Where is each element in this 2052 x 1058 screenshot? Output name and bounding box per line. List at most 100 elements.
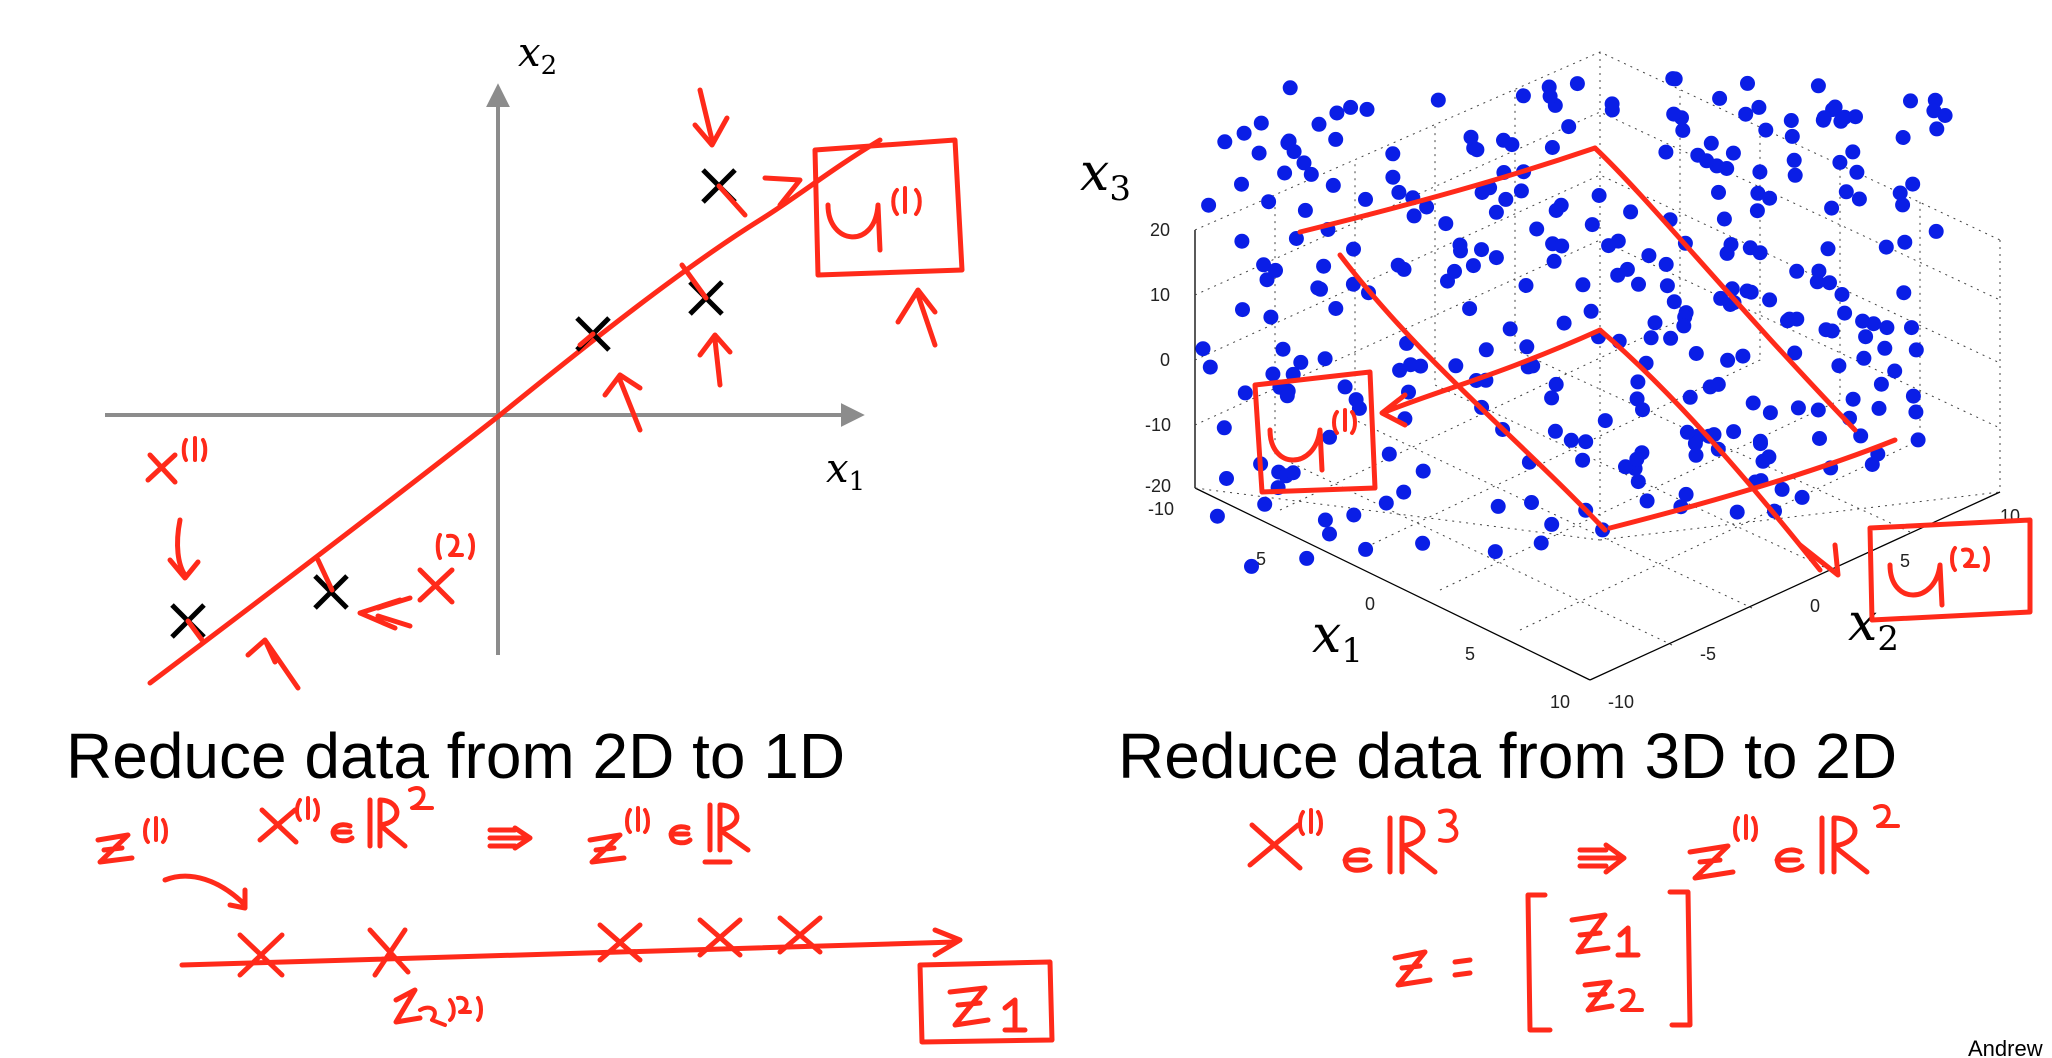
scatter-point <box>1487 544 1503 560</box>
scatter-point <box>1546 253 1562 269</box>
scatter-point <box>1618 459 1633 475</box>
scatter-point <box>1750 185 1766 201</box>
scatter-point <box>1630 374 1646 390</box>
scatter-point <box>1666 294 1682 310</box>
scatter-point <box>1790 400 1806 416</box>
scatter-point <box>1666 106 1682 122</box>
scatter-point <box>1465 258 1481 274</box>
author-footer: Andrew <box>1968 1036 2043 1058</box>
scatter-point <box>1713 290 1729 306</box>
scatter-point <box>1897 234 1913 250</box>
scatter-point <box>1832 154 1848 170</box>
scatter-point <box>1837 305 1853 321</box>
scatter-point <box>1201 197 1217 213</box>
z-tick: 20 <box>1150 220 1170 240</box>
scatter-point <box>1219 471 1234 486</box>
scatter-point <box>1583 303 1599 319</box>
scatter-point <box>1639 493 1655 509</box>
x1-tick: 0 <box>1365 594 1375 614</box>
scatter-point <box>1216 420 1232 436</box>
x2-tick: 0 <box>1810 596 1820 616</box>
scatter-point <box>1676 318 1692 334</box>
scatter-point <box>1575 452 1591 468</box>
scatter-point <box>1910 432 1926 448</box>
scatter-point <box>1337 379 1353 395</box>
scatter-point <box>1235 302 1250 318</box>
scatter-point <box>1678 486 1694 502</box>
scatter-point <box>1261 194 1277 210</box>
scatter-point <box>1623 204 1639 220</box>
scatter-point <box>1827 99 1843 115</box>
x1-tick: 10 <box>1550 692 1570 712</box>
x2-tick: -10 <box>1608 692 1634 712</box>
scatter-point <box>1325 177 1341 193</box>
scatter-point <box>1251 145 1267 161</box>
scatter-point <box>1739 283 1755 299</box>
scatter-point <box>1316 258 1332 274</box>
scatter-point <box>1195 341 1211 357</box>
scatter-point <box>1209 508 1225 524</box>
scatter-point <box>1257 496 1273 512</box>
scatter-point <box>1488 250 1504 266</box>
scatter-point <box>1908 404 1924 420</box>
scatter-point <box>1237 385 1253 401</box>
scatter-point <box>1438 216 1454 232</box>
scatter-point <box>1658 256 1674 272</box>
scatter-point <box>1856 350 1872 366</box>
scatter-point <box>1328 131 1344 147</box>
scatter-point <box>1812 431 1827 446</box>
z-tick: 10 <box>1150 285 1170 305</box>
scatter-point <box>1419 199 1435 215</box>
scatter-point <box>1858 329 1874 345</box>
scatter-point <box>1234 176 1249 192</box>
scatter-point <box>1343 99 1359 115</box>
scatter-point <box>1474 242 1489 258</box>
scatter-point <box>1877 340 1893 356</box>
scatter-point <box>1544 140 1560 155</box>
scatter-point <box>1635 402 1650 418</box>
scatter-point <box>1726 424 1742 440</box>
scatter-point <box>1740 75 1755 91</box>
scatter-point <box>1908 342 1924 358</box>
scatter-point <box>1749 203 1765 219</box>
x1-axis-label: x1 <box>826 446 865 497</box>
scatter-point <box>1448 358 1464 374</box>
scatter-point <box>1643 330 1659 346</box>
scatter-point <box>1929 121 1945 137</box>
plane-sketch <box>1297 145 1898 578</box>
scatter-point <box>1469 142 1485 158</box>
scatter-point <box>1787 345 1803 361</box>
scatter-point <box>1346 241 1361 257</box>
scatter-point <box>1518 278 1534 293</box>
scatter-point <box>1789 263 1805 279</box>
scatter-point <box>1544 390 1560 406</box>
scatter-point <box>1453 243 1468 259</box>
scatter-point <box>1928 223 1944 239</box>
scatter-point <box>1597 413 1613 429</box>
scatter-point <box>1824 323 1840 339</box>
scatter-point <box>1688 346 1704 361</box>
z-tick: -20 <box>1145 476 1171 496</box>
x1-tick: 5 <box>1465 644 1475 664</box>
scatter-point <box>1544 516 1560 532</box>
scatter-point <box>1742 240 1758 256</box>
scatter-point <box>1513 183 1529 199</box>
scatter-point <box>1504 137 1520 153</box>
scatter-point <box>1403 357 1419 373</box>
pointer-arrow <box>602 372 643 433</box>
scatter-point <box>1745 395 1761 411</box>
scatter-point <box>1725 145 1741 161</box>
scatter-point <box>1873 376 1889 392</box>
scatter-point <box>1265 366 1281 382</box>
scatter-point <box>1396 484 1412 500</box>
scatter-point <box>1591 188 1607 203</box>
scatter-point <box>1879 320 1895 336</box>
scatter-point <box>1761 449 1777 465</box>
scatter-point <box>1848 109 1863 125</box>
scatter-point <box>1838 184 1854 200</box>
scatter-point <box>1310 280 1326 296</box>
scatter-point <box>1810 402 1826 418</box>
scatter-point <box>1202 359 1218 375</box>
handwritten-x2 <box>357 533 475 631</box>
scatter-point <box>1381 446 1397 462</box>
